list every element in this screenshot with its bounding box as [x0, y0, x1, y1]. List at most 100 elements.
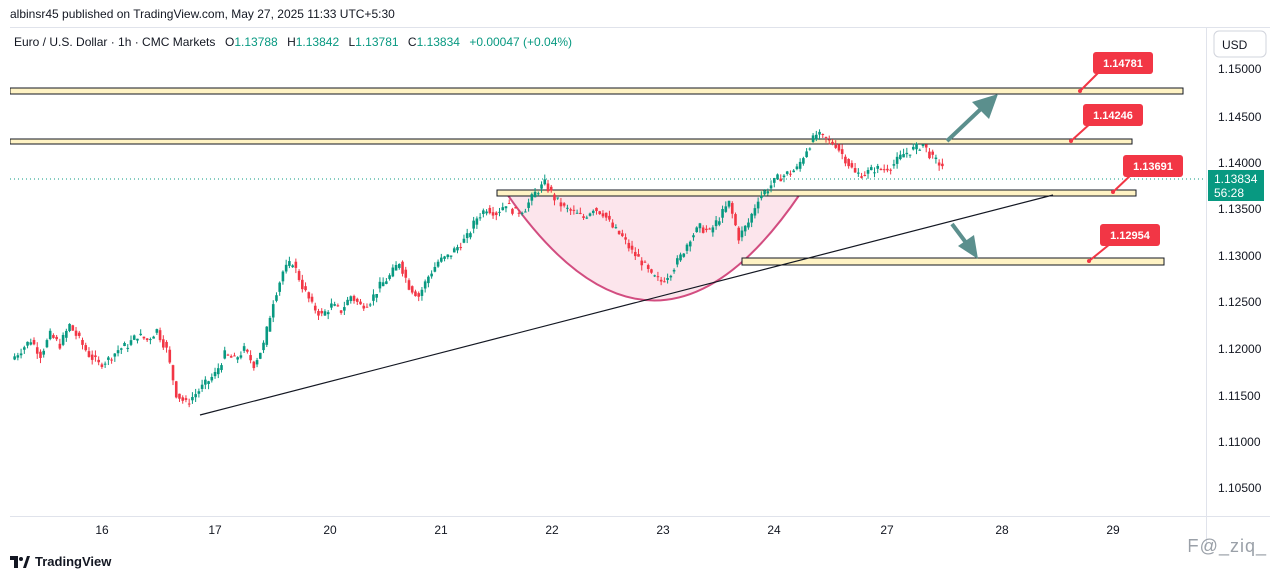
- candle-body: [621, 233, 624, 237]
- candle-body: [275, 295, 278, 301]
- candle-body: [139, 333, 142, 336]
- candle-body: [776, 174, 779, 180]
- tradingview-logo-icon: [10, 555, 30, 568]
- candle-body: [869, 167, 873, 171]
- candle-body: [604, 212, 608, 218]
- candle-body: [171, 365, 175, 381]
- candle-body: [627, 242, 631, 249]
- candle-body: [588, 213, 592, 216]
- y-tick: 1.14000: [1218, 156, 1262, 170]
- candle-body: [837, 144, 841, 151]
- candle-body: [637, 254, 640, 257]
- candle-body: [734, 214, 737, 226]
- candle-body: [145, 338, 149, 341]
- candle-body: [640, 260, 644, 266]
- x-tick: 24: [767, 523, 781, 537]
- x-tick: 23: [656, 523, 670, 537]
- candle-body: [737, 227, 741, 241]
- candle-body: [52, 335, 55, 338]
- currency-button[interactable]: [1213, 30, 1267, 58]
- candle-body: [698, 223, 702, 229]
- candle-body: [113, 353, 117, 357]
- candle-body: [924, 144, 928, 148]
- candle-body: [77, 332, 81, 336]
- candlestick-series: [13, 129, 944, 408]
- candle-body: [792, 170, 795, 173]
- candle-body: [911, 146, 915, 150]
- current-price-countdown: 56:28: [1214, 186, 1244, 200]
- candle-body: [808, 148, 812, 150]
- candle-body: [168, 349, 172, 363]
- candle-body: [643, 261, 647, 263]
- legend-change: +0.00047 (+0.04%): [469, 35, 572, 49]
- candle-body: [191, 397, 194, 401]
- candle-body: [498, 211, 501, 213]
- candle-body: [381, 282, 385, 287]
- candle-body: [249, 355, 252, 361]
- candle-body: [750, 213, 753, 223]
- candle-body: [107, 357, 110, 360]
- candle-body: [362, 305, 366, 309]
- candle-body: [239, 355, 243, 358]
- tradingview-brand: TradingView: [35, 554, 112, 569]
- candle-body: [889, 169, 892, 171]
- candle-body: [204, 379, 207, 385]
- currency-label: USD: [1222, 38, 1248, 52]
- current-price-tag: [1208, 170, 1264, 201]
- candle-body: [343, 307, 346, 311]
- candle-body: [255, 360, 259, 365]
- level-label-14781: 1.14781: [1103, 58, 1143, 70]
- candle-body: [372, 294, 375, 301]
- candle-body: [23, 347, 26, 350]
- candle-body: [45, 340, 49, 348]
- level-label-12954: 1.12954: [1110, 230, 1151, 242]
- candle-body: [423, 281, 427, 289]
- candle-body: [785, 171, 789, 174]
- candle-body: [805, 151, 808, 158]
- candle-body: [711, 227, 715, 233]
- candle-body: [556, 197, 559, 199]
- candle-body: [475, 218, 479, 225]
- x-tick: 27: [880, 523, 894, 537]
- candle-body: [795, 166, 799, 170]
- candle-body: [194, 394, 197, 398]
- candle-body: [26, 341, 29, 346]
- candle-body: [692, 235, 695, 238]
- user-watermark: ᖴ@_ziq_: [1188, 536, 1267, 556]
- candle-body: [268, 317, 272, 332]
- candle-body: [850, 163, 854, 168]
- legend-o: 1.13788: [234, 35, 278, 49]
- candle-body: [824, 136, 828, 138]
- candle-body: [149, 339, 152, 341]
- candle-body: [753, 208, 757, 216]
- candle-body: [730, 203, 734, 214]
- candle-body: [928, 151, 931, 159]
- candle-body: [611, 222, 614, 228]
- candle-body: [297, 271, 301, 280]
- tradingview-logo[interactable]: TradingView: [10, 554, 111, 569]
- candle-body: [902, 154, 905, 158]
- legend-l: 1.13781: [355, 35, 399, 49]
- candle-body: [818, 131, 821, 135]
- candle-body: [81, 339, 84, 345]
- candle-body: [579, 212, 582, 214]
- candle-body: [763, 190, 766, 195]
- candle-body: [918, 149, 922, 151]
- legend-c-label: C: [408, 35, 417, 49]
- candle-body: [307, 292, 311, 299]
- candle-body: [323, 311, 327, 316]
- x-tick: 17: [208, 523, 222, 537]
- candle-body: [934, 157, 938, 160]
- candle-body: [469, 233, 472, 238]
- candle-body: [659, 279, 663, 282]
- candle-body: [116, 350, 120, 354]
- candle-body: [840, 149, 844, 155]
- candle-body: [705, 228, 708, 231]
- candle-body: [537, 193, 540, 195]
- candle-body: [617, 230, 621, 235]
- candle-body: [546, 183, 550, 192]
- level-label-14246: 1.14246: [1093, 110, 1133, 122]
- candle-body: [530, 194, 534, 201]
- candle-body: [708, 228, 711, 230]
- legend-h-label: H: [287, 35, 296, 49]
